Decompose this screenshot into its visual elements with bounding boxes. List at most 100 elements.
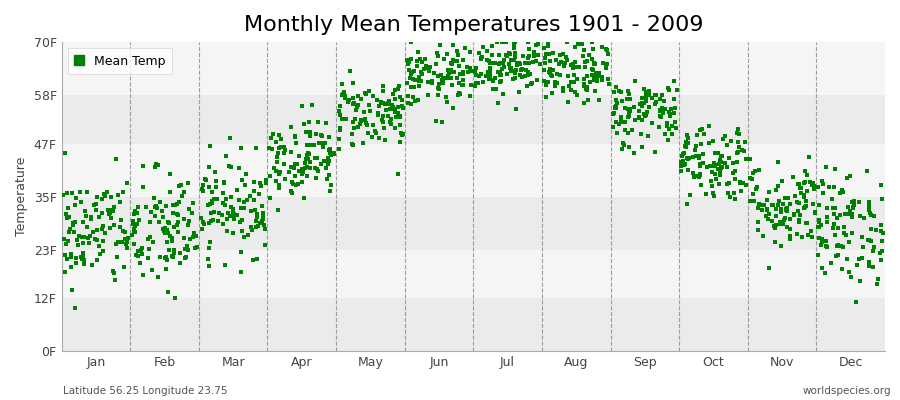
Mean Temp [556,86,571,92]
Mean Temp [338,89,352,95]
Mean Temp [602,81,616,88]
Mean Temp [620,114,634,120]
Mean Temp [413,78,428,85]
Mean Temp [622,107,636,113]
Mean Temp [511,89,526,95]
Mean Temp [541,43,555,50]
Mean Temp [689,152,704,159]
Mean Temp [90,257,104,264]
Mean Temp [357,90,372,96]
Mean Temp [160,226,175,233]
Mean Temp [436,80,450,86]
Mean Temp [163,233,177,239]
Mean Temp [73,188,87,195]
Mean Temp [130,248,145,254]
Mean Temp [378,107,392,113]
Mean Temp [469,65,483,72]
Mean Temp [367,128,382,135]
Mean Temp [585,56,599,62]
Mean Temp [616,98,630,104]
Mean Temp [712,161,726,167]
Mean Temp [585,39,599,45]
Mean Temp [572,39,587,45]
Mean Temp [269,168,284,174]
Mean Temp [550,71,564,78]
Mean Temp [800,188,814,195]
Mean Temp [833,243,848,249]
Mean Temp [510,60,525,66]
Mean Temp [143,234,157,240]
Mean Temp [421,92,436,98]
Mean Temp [641,133,655,139]
Mean Temp [544,66,558,72]
Mean Temp [446,69,461,76]
Mean Temp [88,236,103,242]
Mean Temp [250,211,265,217]
Mean Temp [248,188,262,194]
Mean Temp [827,221,842,228]
Mean Temp [806,180,820,186]
Mean Temp [777,216,791,223]
Mean Temp [608,103,623,110]
Mean Temp [360,122,374,128]
Mean Temp [331,108,346,114]
Mean Temp [713,169,727,176]
Mean Temp [668,119,682,126]
Mean Temp [682,155,697,162]
Mean Temp [388,86,402,93]
Mean Temp [114,239,129,246]
Mean Temp [874,257,888,264]
Mean Temp [508,106,523,112]
Mean Temp [90,194,104,200]
Mean Temp [600,76,615,82]
Mean Temp [571,41,585,48]
Mean Temp [711,150,725,156]
Mean Temp [338,92,352,99]
Mean Temp [453,90,467,97]
Mean Temp [392,94,407,100]
Mean Temp [662,113,677,119]
Mean Temp [731,126,745,132]
Mean Temp [589,70,603,76]
Mean Temp [61,213,76,220]
Mean Temp [503,56,517,63]
Mean Temp [779,205,794,212]
Mean Temp [145,267,159,273]
Mean Temp [851,199,866,205]
Mean Temp [196,182,211,188]
Mean Temp [93,251,107,257]
Mean Temp [149,205,164,211]
Mean Temp [98,192,112,199]
Mean Temp [302,129,317,135]
Mean Temp [235,217,249,223]
Mean Temp [497,64,511,70]
Mean Temp [202,164,216,170]
Mean Temp [815,190,830,196]
Mean Temp [824,260,838,267]
Mean Temp [68,255,83,261]
Mean Temp [656,110,670,116]
Mean Temp [441,73,455,80]
Mean Temp [418,56,432,63]
Mean Temp [707,163,722,170]
Mean Temp [857,214,871,221]
Mean Temp [414,78,428,84]
Mean Temp [256,216,270,222]
Mean Temp [301,142,315,148]
Mean Temp [301,156,315,162]
Mean Temp [725,170,740,177]
Mean Temp [408,77,422,84]
Mean Temp [95,248,110,254]
Mean Temp [402,59,417,65]
Mean Temp [654,107,669,114]
Mean Temp [450,58,464,64]
Mean Temp [120,239,134,246]
Mean Temp [796,205,811,212]
Mean Temp [456,76,471,83]
Mean Temp [493,72,508,78]
Mean Temp [733,180,747,186]
Mean Temp [227,211,241,218]
Mean Temp [778,206,793,213]
Mean Temp [238,182,253,188]
Mean Temp [346,100,361,106]
